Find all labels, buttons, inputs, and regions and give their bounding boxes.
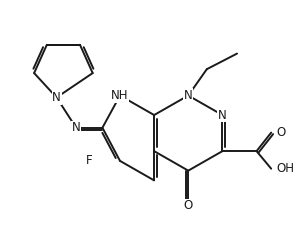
Text: N: N <box>52 91 61 104</box>
Text: N: N <box>184 89 193 102</box>
Text: F: F <box>86 154 92 167</box>
Text: N: N <box>72 121 81 134</box>
Text: O: O <box>184 199 193 212</box>
Text: N: N <box>218 109 227 122</box>
Text: O: O <box>276 126 285 139</box>
Text: OH: OH <box>276 162 294 175</box>
Text: NH: NH <box>111 89 129 102</box>
